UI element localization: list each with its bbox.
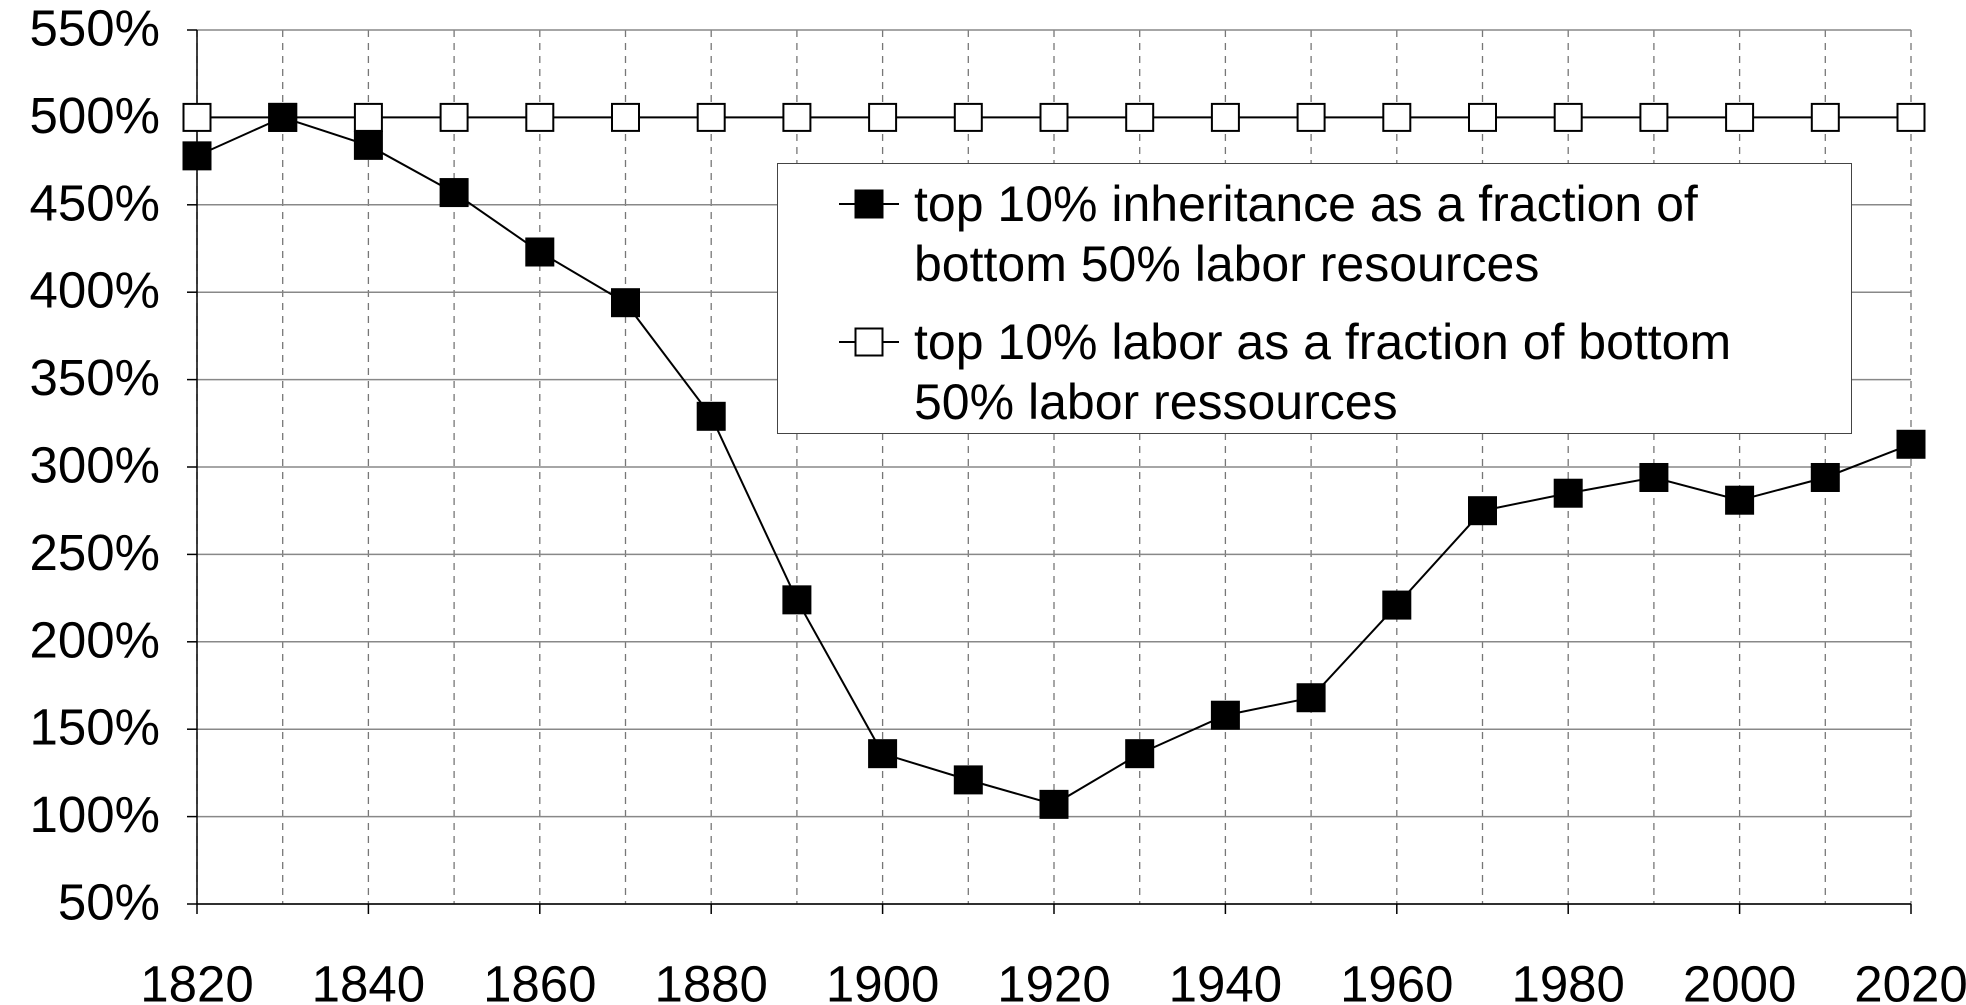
marker bbox=[696, 102, 726, 132]
x-tick-label: 1900 bbox=[826, 955, 939, 1005]
marker bbox=[611, 102, 640, 132]
y-tick-label: 150% bbox=[30, 699, 160, 756]
marker bbox=[611, 288, 640, 318]
legend-label: top 10% labor as a fraction of bottom 50… bbox=[914, 314, 1732, 430]
marker bbox=[182, 102, 212, 132]
marker bbox=[868, 102, 898, 132]
legend: top 10% inheritance as a fraction of bot… bbox=[777, 163, 1852, 434]
x-tick-label: 1840 bbox=[312, 955, 425, 1005]
marker bbox=[1639, 462, 1669, 492]
marker bbox=[782, 102, 812, 132]
x-tick-label: 1960 bbox=[1340, 955, 1453, 1005]
marker bbox=[1039, 102, 1069, 132]
x-tick-label: 1820 bbox=[140, 955, 253, 1005]
marker bbox=[525, 237, 555, 267]
marker bbox=[525, 102, 555, 132]
marker bbox=[1896, 429, 1926, 459]
x-tick-label: 2020 bbox=[1854, 955, 1966, 1005]
x-tick-label: 1860 bbox=[483, 955, 596, 1005]
marker bbox=[696, 401, 726, 431]
marker bbox=[1382, 102, 1412, 132]
marker bbox=[182, 141, 212, 171]
marker bbox=[353, 102, 383, 132]
marker bbox=[1210, 102, 1240, 132]
y-tick-label: 400% bbox=[30, 262, 160, 319]
legend-label: top 10% inheritance as a fraction of bot… bbox=[914, 176, 1698, 292]
marker bbox=[1639, 102, 1669, 132]
marker bbox=[1810, 462, 1840, 492]
marker bbox=[1039, 789, 1069, 819]
marker bbox=[1468, 496, 1497, 526]
marker bbox=[1296, 683, 1326, 713]
marker bbox=[1896, 102, 1926, 132]
marker bbox=[353, 130, 383, 160]
marker bbox=[1125, 102, 1155, 132]
y-tick-label: 50% bbox=[58, 873, 160, 930]
x-tick-label: 1920 bbox=[997, 955, 1110, 1005]
marker bbox=[1468, 102, 1497, 132]
marker bbox=[268, 102, 298, 132]
marker bbox=[953, 765, 983, 795]
y-tick-label: 300% bbox=[30, 436, 160, 493]
legend-marker bbox=[854, 327, 884, 357]
legend-marker bbox=[854, 189, 884, 219]
x-tick-label: 2000 bbox=[1683, 955, 1796, 1005]
marker bbox=[1553, 102, 1583, 132]
marker bbox=[1382, 590, 1412, 620]
x-tick-label: 1940 bbox=[1169, 955, 1282, 1005]
marker bbox=[439, 102, 469, 132]
marker bbox=[439, 178, 469, 208]
marker bbox=[1553, 478, 1583, 508]
y-tick-label: 250% bbox=[30, 524, 160, 581]
legend-swatch bbox=[839, 189, 899, 219]
y-tick-label: 350% bbox=[30, 349, 160, 406]
y-tick-label: 500% bbox=[30, 87, 160, 144]
y-tick-label: 450% bbox=[30, 174, 160, 231]
marker bbox=[1725, 485, 1755, 515]
x-tick-label: 1980 bbox=[1511, 955, 1624, 1005]
marker bbox=[1725, 102, 1755, 132]
marker bbox=[1296, 102, 1326, 132]
y-tick-label: 100% bbox=[30, 786, 160, 843]
legend-swatch bbox=[839, 327, 899, 357]
marker bbox=[782, 585, 812, 615]
x-tick-label: 1880 bbox=[654, 955, 767, 1005]
y-tick-label: 200% bbox=[30, 611, 160, 668]
marker bbox=[953, 102, 983, 132]
marker bbox=[1210, 700, 1240, 730]
marker bbox=[868, 739, 898, 769]
y-tick-label: 550% bbox=[30, 0, 160, 56]
marker bbox=[1810, 102, 1840, 132]
marker bbox=[1125, 739, 1155, 769]
